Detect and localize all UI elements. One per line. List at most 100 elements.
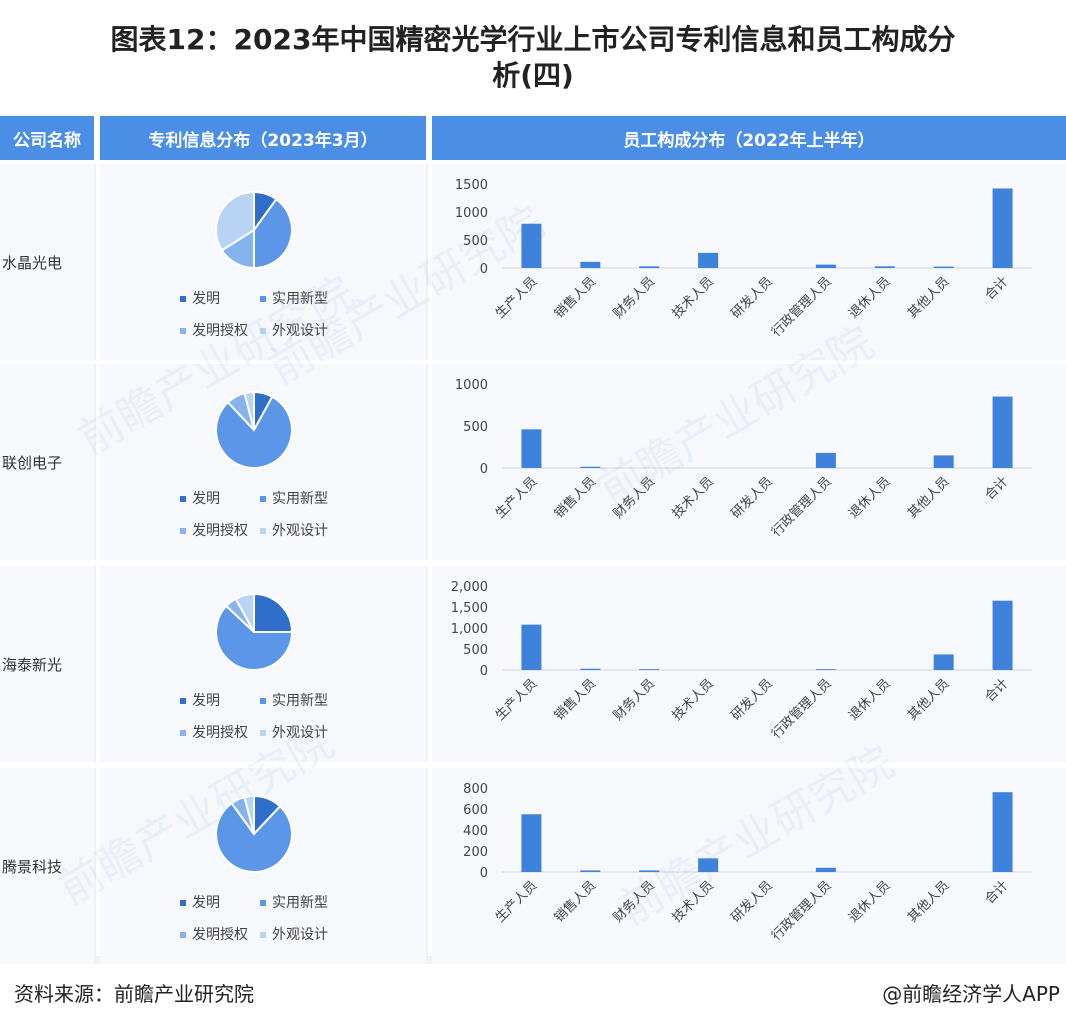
y-tick-label: 1500	[455, 178, 488, 193]
chart-title: 图表12：2023年中国精密光学行业上市公司专利信息和员工构成分 析(四)	[0, 22, 1066, 94]
y-tick-label: 1,500	[451, 601, 488, 616]
y-tick-label: 0	[480, 866, 488, 881]
x-tick-label: 行政管理人员	[769, 878, 835, 944]
bar-生产人员	[521, 624, 542, 670]
legend-swatch	[260, 328, 266, 334]
legend-label: 发明授权	[192, 725, 248, 741]
bar-行政管理人员	[815, 452, 836, 468]
legend-swatch	[260, 296, 266, 302]
y-tick-label: 500	[463, 234, 488, 249]
legend-label: 发明	[192, 291, 220, 307]
x-tick-label: 其他人员	[905, 676, 952, 723]
legend-swatch	[260, 528, 266, 534]
x-tick-label: 研发人员	[728, 474, 776, 522]
comparison-table: 公司名称 专利信息分布（2023年3月） 员工构成分布（2022年上半年） 水晶…	[0, 116, 1066, 964]
legend-swatch	[180, 328, 186, 334]
y-tick-label: 400	[463, 824, 488, 839]
legend-item-design: 外观设计	[260, 722, 328, 742]
legend-item-invention: 发明	[180, 288, 220, 308]
legend-label: 实用新型	[272, 693, 328, 709]
legend-label: 外观设计	[272, 323, 328, 339]
legend-item-invention: 发明	[180, 690, 220, 710]
bar-生产人员	[521, 429, 542, 468]
legend-label: 外观设计	[272, 523, 328, 539]
title-line-2: 析(四)	[492, 59, 574, 92]
legend-item-design: 外观设计	[260, 320, 328, 340]
x-tick-label: 销售人员	[551, 474, 599, 522]
pie-slice-design	[243, 390, 255, 431]
patent-pie-chart	[215, 592, 294, 671]
x-tick-label: 合计	[982, 274, 1011, 303]
x-tick-label: 生产人员	[493, 474, 540, 521]
y-tick-label: 600	[463, 803, 488, 818]
x-tick-label: 合计	[982, 878, 1011, 907]
bar-合计	[992, 792, 1013, 872]
pie-legend: 发明 实用新型 发明授权 外观设计	[100, 892, 426, 952]
x-tick-label: 退休人员	[846, 474, 893, 521]
legend-swatch	[260, 900, 266, 906]
legend-swatch	[180, 698, 186, 704]
y-tick-label: 0	[480, 262, 488, 277]
pie-legend: 发明 实用新型 发明授权 外观设计	[100, 488, 426, 548]
x-tick-label: 生产人员	[493, 676, 540, 723]
x-tick-label: 销售人员	[551, 878, 599, 926]
x-tick-label: 退休人员	[846, 274, 893, 321]
bar-技术人员	[698, 858, 719, 872]
y-tick-label: 200	[463, 845, 488, 860]
bar-其他人员	[933, 654, 954, 670]
x-tick-label: 生产人员	[493, 878, 540, 925]
brand-note: @前瞻经济学人APP	[882, 982, 1060, 1006]
y-tick-label: 0	[480, 664, 488, 679]
bar-合计	[992, 188, 1013, 268]
bar-财务人员	[639, 266, 660, 268]
pie-slice-utility	[215, 604, 294, 671]
bar-财务人员	[639, 870, 660, 872]
legend-item-design: 外观设计	[260, 520, 328, 540]
legend-swatch	[180, 296, 186, 302]
x-tick-label: 技术人员	[670, 274, 717, 321]
legend-label: 外观设计	[272, 927, 328, 943]
company-name: 海泰新光	[2, 655, 63, 674]
pie-slice-utility	[215, 395, 293, 469]
legend-label: 发明授权	[192, 523, 248, 539]
legend-swatch	[260, 730, 266, 736]
legend-label: 发明授权	[192, 323, 248, 339]
table-cell	[0, 566, 94, 762]
bar-其他人员	[933, 455, 954, 468]
legend-item-utility: 实用新型	[260, 288, 328, 308]
legend-label: 实用新型	[272, 895, 328, 911]
x-tick-label: 其他人员	[905, 274, 952, 321]
staff-bar-chart: 0 200 400 600 800 生产人员 销售人员 财务人员 技术人员 研发人员行政管理人员退…	[463, 782, 1032, 944]
x-tick-label: 研发人员	[728, 878, 776, 926]
legend-item-utility: 实用新型	[260, 892, 328, 912]
column-divider	[428, 116, 432, 956]
bar-生产人员	[521, 814, 542, 872]
legend-item-granted: 发明授权	[180, 722, 248, 742]
bar-行政管理人员	[815, 867, 836, 872]
x-tick-label: 行政管理人员	[769, 676, 835, 742]
pie-legend: 发明 实用新型发明授权 外观设计	[100, 690, 426, 750]
y-tick-label: 800	[463, 782, 488, 797]
table-cell	[0, 768, 94, 964]
x-tick-label: 退休人员	[846, 676, 893, 723]
bar-销售人员	[580, 668, 601, 670]
y-tick-label: 0	[480, 462, 488, 477]
x-tick-label: 退休人员	[846, 878, 893, 925]
x-tick-label: 其他人员	[905, 474, 952, 521]
x-tick-label: 研发人员	[728, 274, 776, 322]
legend-item-utility: 实用新型	[260, 488, 328, 508]
pie-legend: 发明 实用新型 发明授权 外观设计	[100, 288, 426, 348]
source-note: 资料来源：前瞻产业研究院	[14, 982, 254, 1006]
bar-销售人员	[580, 466, 601, 468]
y-tick-label: 1000	[455, 378, 488, 393]
legend-swatch	[180, 730, 186, 736]
legend-label: 发明	[192, 895, 220, 911]
staff-bar-chart: 0 500 1,000 1,500 2,000 生产人员 销售人员 财务人员 技术人员 研发人员行…	[451, 580, 1032, 742]
legend-item-granted: 发明授权	[180, 520, 248, 540]
y-tick-label: 1000	[455, 206, 488, 221]
company-name: 腾景科技	[2, 857, 63, 876]
legend-swatch	[180, 932, 186, 938]
legend-swatch	[180, 496, 186, 502]
header-staff: 员工构成分布（2022年上半年）	[432, 116, 1066, 160]
